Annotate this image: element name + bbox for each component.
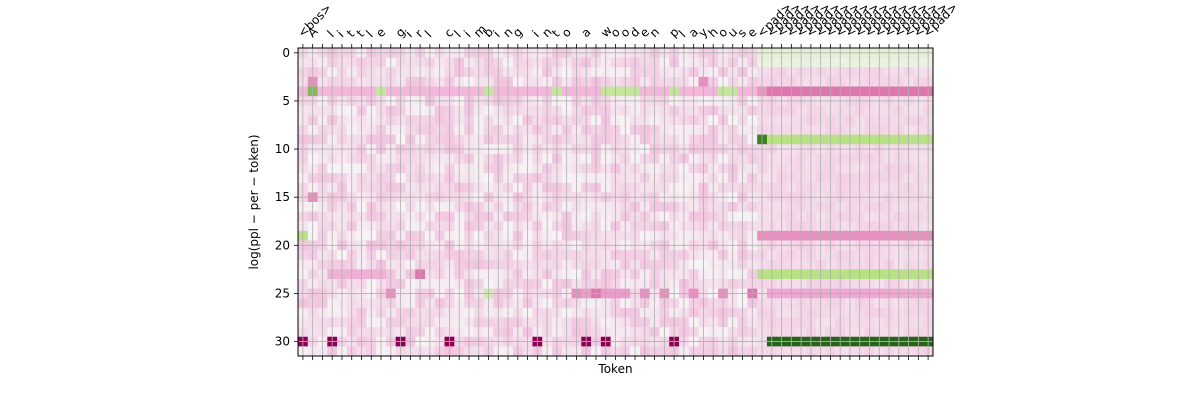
- grid-lines: [298, 48, 933, 356]
- y-ticks: 0 5 10 15 20 25 30: [275, 46, 298, 349]
- y-tick-label: 10: [275, 142, 290, 156]
- y-tick-label: 5: [282, 94, 290, 108]
- y-tick-label: 15: [275, 190, 290, 204]
- x-axis-label: Token: [597, 362, 632, 376]
- y-axis-label: log(ppl − per − token): [247, 134, 261, 269]
- x-tick-label: a: [578, 25, 593, 40]
- y-tick-label: 25: [275, 286, 290, 300]
- y-tick-label: 30: [275, 335, 290, 349]
- y-tick-label: 20: [275, 238, 290, 252]
- y-tick-label: 0: [282, 46, 290, 60]
